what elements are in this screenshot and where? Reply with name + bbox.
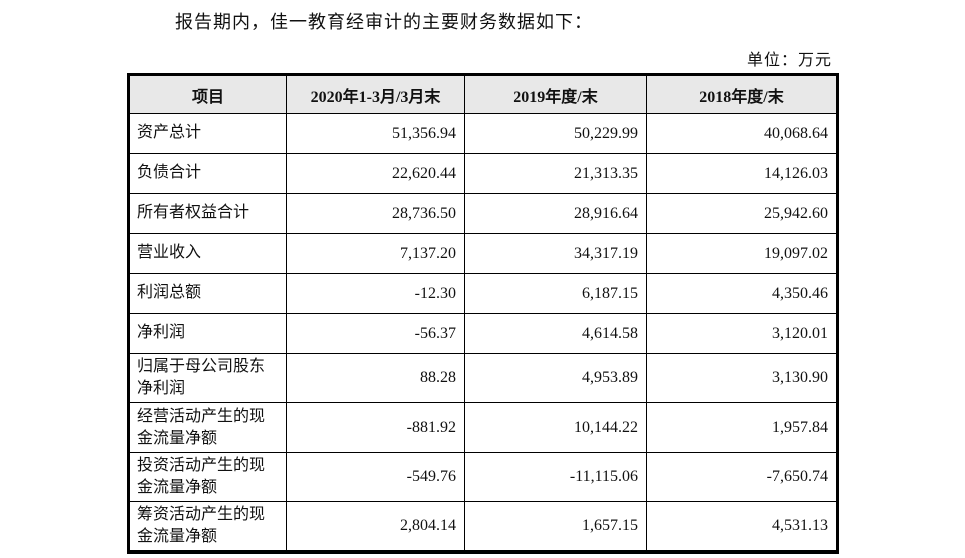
row-label: 营业收入: [128, 233, 287, 274]
table-header-row: 项目 2020年1-3月/3月末 2019年度/末 2018年度/末: [128, 74, 838, 114]
cell-2018: 3,130.90: [646, 352, 838, 404]
cell-2020: 88.28: [286, 352, 465, 404]
table-row: 经营活动产生的现金流量净额 -881.92 10,144.22 1,957.84: [128, 402, 838, 454]
cell-2019: 50,229.99: [464, 113, 647, 154]
cell-2019: -11,115.06: [464, 452, 647, 503]
cell-2019: 10,144.22: [464, 402, 647, 454]
row-label: 归属于母公司股东净利润: [128, 352, 287, 404]
cell-2020: 22,620.44: [286, 153, 465, 194]
cell-2019: 4,953.89: [464, 352, 647, 404]
table-body: 资产总计 51,356.94 50,229.99 40,068.64 负债合计 22,62…: [128, 113, 838, 553]
cell-2019: 4,614.58: [464, 313, 647, 354]
cell-2019: 6,187.15: [464, 273, 647, 314]
table-row: 利润总额 -12.30 6,187.15 4,350.46: [128, 273, 838, 314]
table-row: 资产总计 51,356.94 50,229.99 40,068.64: [128, 113, 838, 154]
header-cell-2018: 2018年度/末: [646, 74, 838, 114]
cell-2020: -549.76: [286, 452, 465, 503]
row-label: 投资活动产生的现金流量净额: [128, 452, 287, 503]
table-row: 净利润 -56.37 4,614.58 3,120.01: [128, 313, 838, 354]
row-label: 净利润: [128, 313, 287, 354]
table-row: 投资活动产生的现金流量净额 -549.76 -11,115.06 -7,650.74: [128, 452, 838, 503]
cell-2020: -56.37: [286, 313, 465, 354]
table-row: 负债合计 22,620.44 21,313.35 14,126.03: [128, 153, 838, 194]
cell-2018: 40,068.64: [646, 113, 838, 154]
row-label: 负债合计: [128, 153, 287, 194]
row-label: 经营活动产生的现金流量净额: [128, 402, 287, 454]
intro-text: 报告期内，佳一教育经审计的主要财务数据如下：: [175, 12, 593, 32]
header-cell-2020: 2020年1-3月/3月末: [286, 74, 465, 114]
cell-2019: 21,313.35: [464, 153, 647, 194]
cell-2018: 1,957.84: [646, 402, 838, 454]
cell-2020: 7,137.20: [286, 233, 465, 274]
row-label: 筹资活动产生的现金流量净额: [128, 501, 287, 553]
cell-2019: 1,657.15: [464, 501, 647, 553]
row-label: 所有者权益合计: [128, 193, 287, 234]
cell-2018: 4,531.13: [646, 501, 838, 553]
cell-2018: 4,350.46: [646, 273, 838, 314]
cell-2019: 34,317.19: [464, 233, 647, 274]
table-row: 所有者权益合计 28,736.50 28,916.64 25,942.60: [128, 193, 838, 234]
table-row: 筹资活动产生的现金流量净额 2,804.14 1,657.15 4,531.13: [128, 501, 838, 553]
financial-data-table: 项目 2020年1-3月/3月末 2019年度/末 2018年度/末 资产总计 5…: [127, 73, 839, 555]
cell-2018: 19,097.02: [646, 233, 838, 274]
cell-2020: 51,356.94: [286, 113, 465, 154]
cell-2020: -12.30: [286, 273, 465, 314]
unit-label: 单位：万元: [746, 52, 832, 69]
header-cell-item: 项目: [128, 74, 287, 114]
cell-2019: 28,916.64: [464, 193, 647, 234]
cell-2018: 14,126.03: [646, 153, 838, 194]
table-row: 营业收入 7,137.20 34,317.19 19,097.02: [128, 233, 838, 274]
cell-2020: 28,736.50: [286, 193, 465, 234]
cell-2018: 25,942.60: [646, 193, 838, 234]
cell-2018: 3,120.01: [646, 313, 838, 354]
cell-2020: -881.92: [286, 402, 465, 454]
cell-2020: 2,804.14: [286, 501, 465, 553]
row-label: 资产总计: [128, 113, 287, 154]
row-label: 利润总额: [128, 273, 287, 314]
header-cell-2019: 2019年度/末: [464, 74, 647, 114]
table-row: 归属于母公司股东净利润 88.28 4,953.89 3,130.90: [128, 352, 838, 404]
cell-2018: -7,650.74: [646, 452, 838, 503]
